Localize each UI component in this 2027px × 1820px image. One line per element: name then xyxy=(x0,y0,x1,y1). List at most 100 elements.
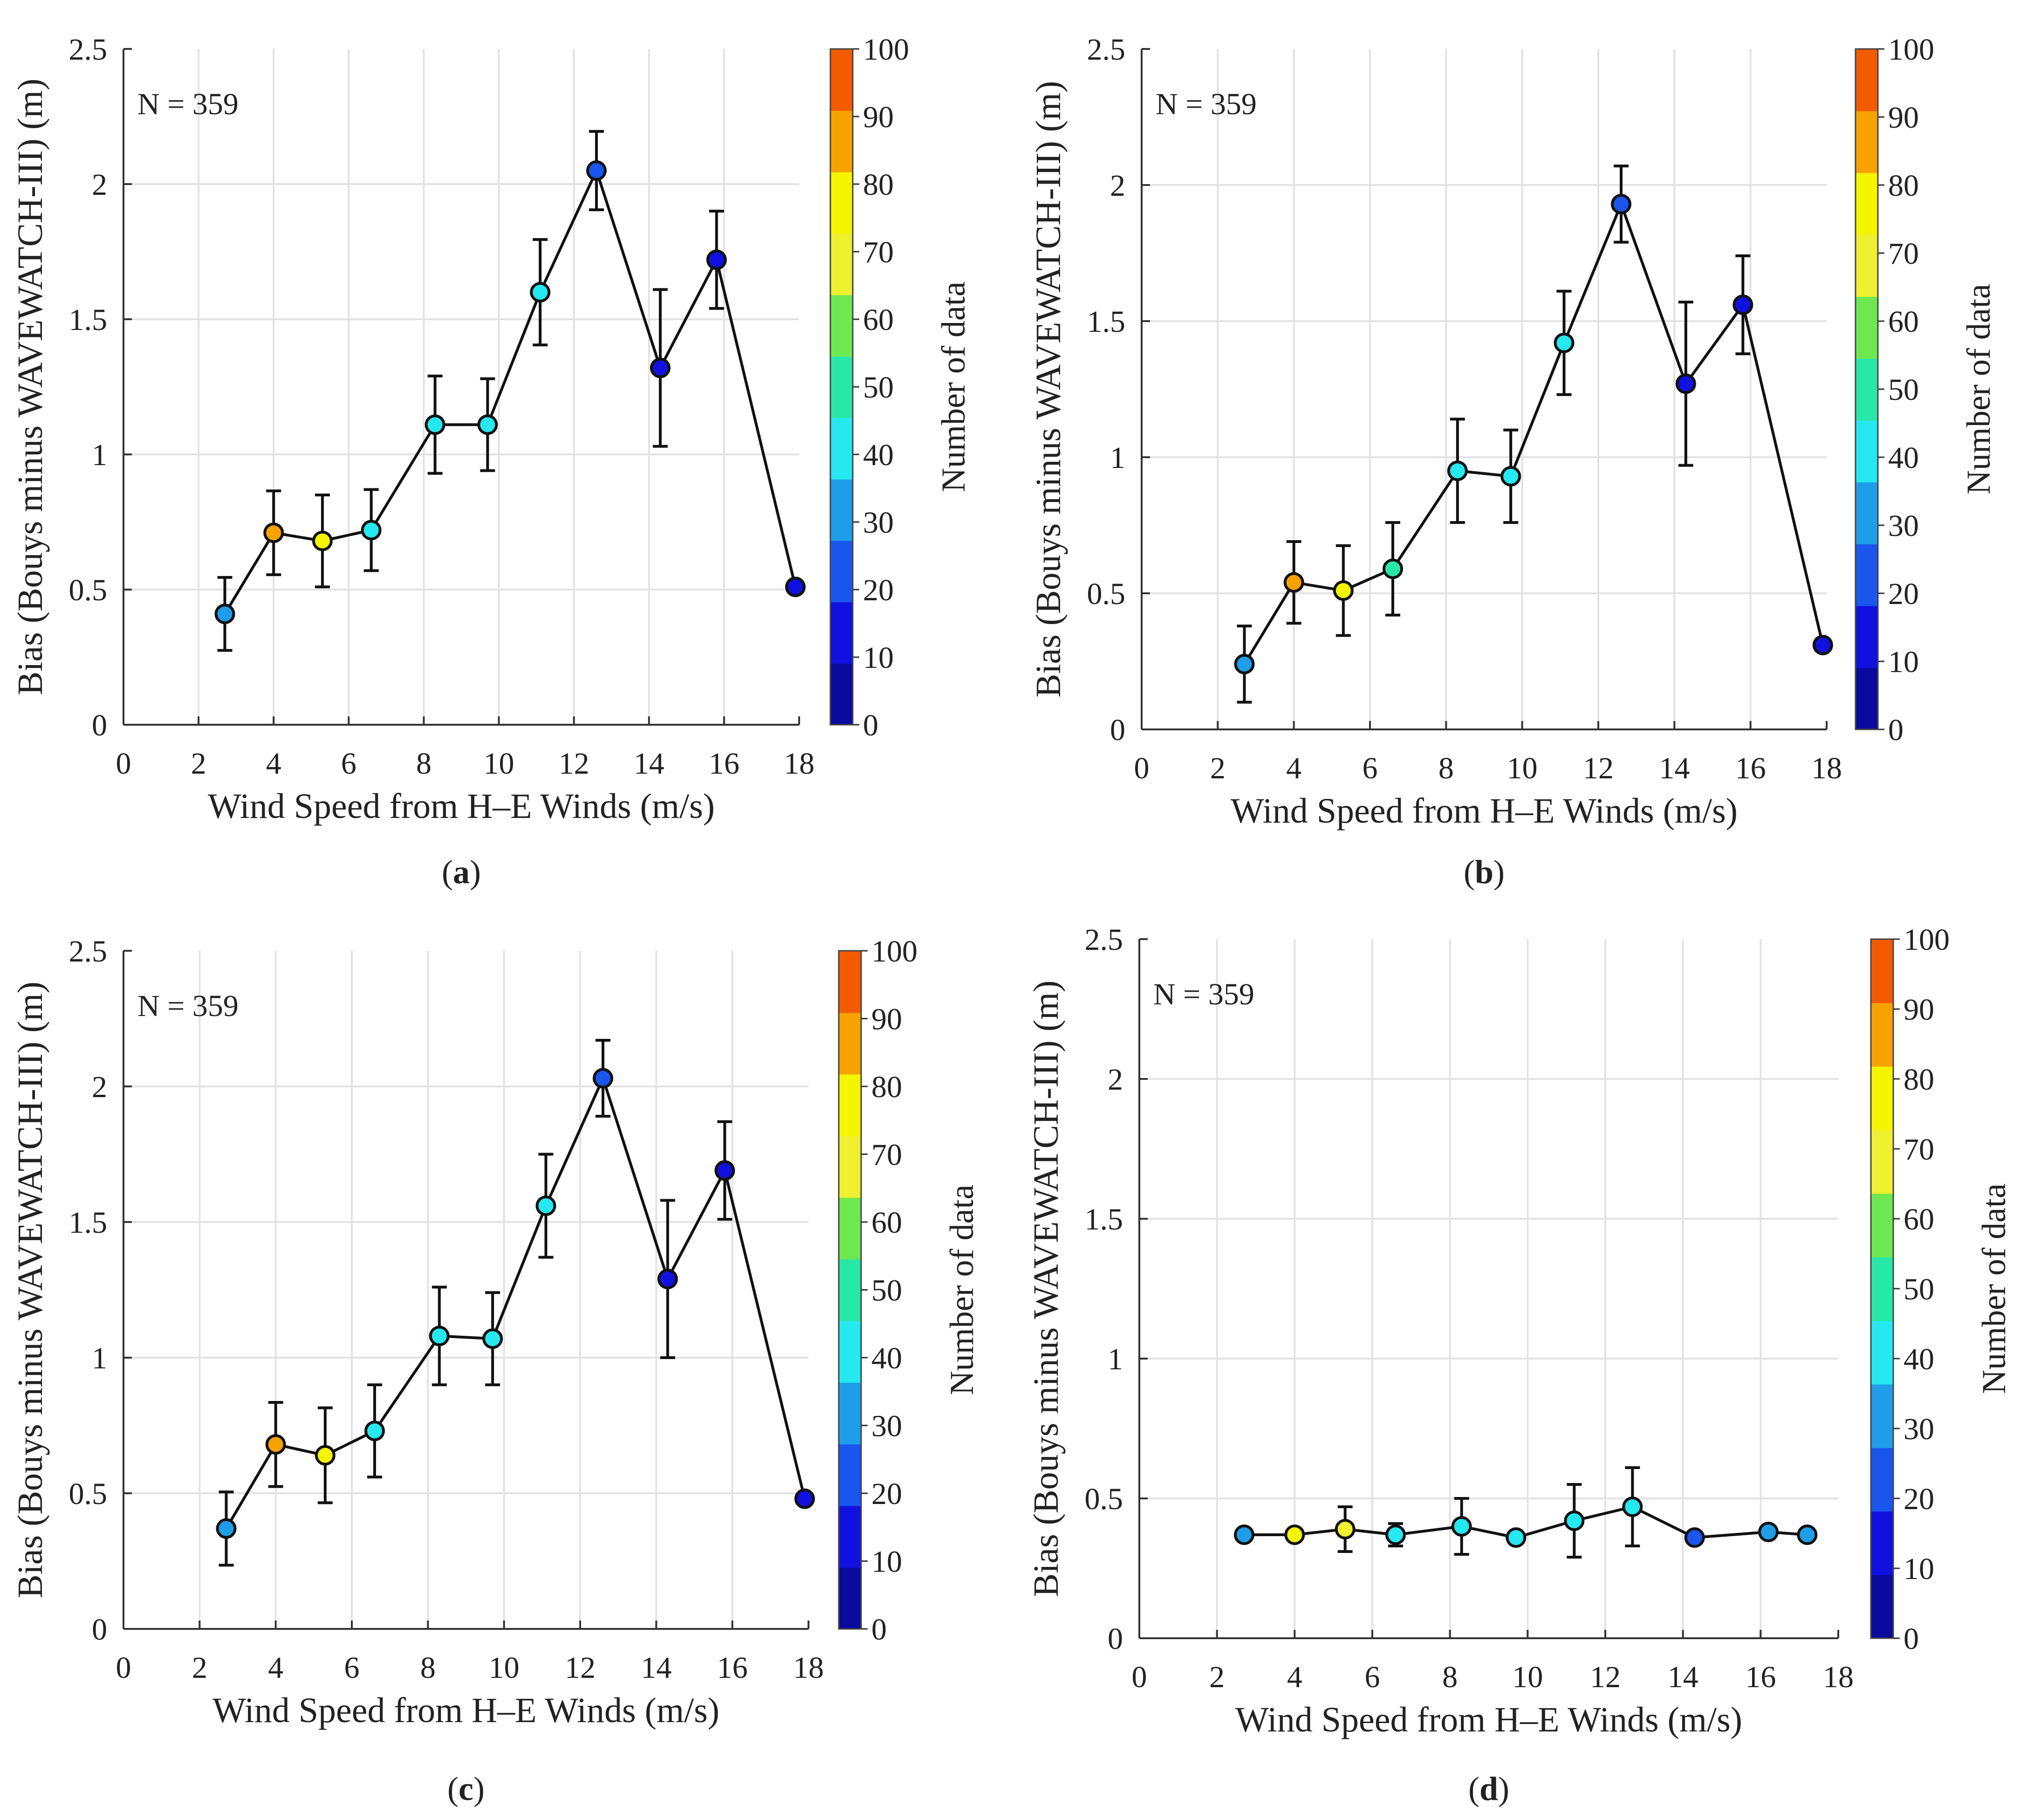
x-tick-label: 14 xyxy=(1668,1660,1698,1694)
data-point xyxy=(429,1326,450,1346)
colorbar-tick-label: 80 xyxy=(1904,1063,1934,1097)
colorbar-segment xyxy=(1856,667,1878,730)
colorbar-tick-label: 40 xyxy=(1888,441,1919,475)
y-tick-label: 1.5 xyxy=(69,303,108,337)
y-tick-label: 0 xyxy=(1110,713,1125,747)
x-tick-label: 6 xyxy=(1365,1660,1380,1694)
data-point xyxy=(1500,466,1521,487)
colorbar-tick-label: 10 xyxy=(863,641,894,675)
colorbar-segment xyxy=(1856,543,1878,606)
colorbar-tick-label: 70 xyxy=(1888,237,1919,271)
data-point xyxy=(1554,332,1575,353)
x-tick-label: 2 xyxy=(191,747,206,781)
x-tick-label: 8 xyxy=(416,747,431,781)
colorbar-tick-label: 90 xyxy=(1888,101,1919,135)
data-point xyxy=(312,530,333,551)
data-point xyxy=(1611,193,1631,214)
y-tick-label: 0 xyxy=(92,1613,107,1647)
sample-size-annotation: N = 359 xyxy=(1156,87,1257,121)
data-point xyxy=(1383,558,1403,579)
y-tick-label: 2 xyxy=(92,1070,107,1104)
colorbar-tick-label: 10 xyxy=(1904,1552,1934,1586)
y-tick-label: 1.5 xyxy=(1087,305,1126,339)
colorbar-segment xyxy=(839,1259,861,1321)
sample-size-annotation: N = 359 xyxy=(1153,977,1254,1011)
y-tick-label: 2 xyxy=(1110,169,1125,203)
y-axis-label: Bias (Bouys minus WAVEWATCH-III) (m) xyxy=(1029,81,1068,698)
y-tick-label: 0 xyxy=(1108,1622,1123,1656)
caption-close-paren: ) xyxy=(1493,853,1505,891)
y-axis-label: Bias (Bouys minus WAVEWATCH-III) (m) xyxy=(11,982,50,1598)
y-tick-label: 1 xyxy=(1108,1342,1123,1376)
data-point xyxy=(1733,294,1753,315)
colorbar-segment xyxy=(830,356,853,418)
colorbar-tick-label: 60 xyxy=(871,1206,902,1240)
x-tick-label: 12 xyxy=(1590,1660,1621,1694)
colorbar-label: Number of data xyxy=(943,1185,980,1395)
x-tick-label: 6 xyxy=(341,747,356,781)
caption-letter: b xyxy=(1475,853,1493,891)
colorbar-segment xyxy=(1856,110,1878,173)
data-point xyxy=(657,1269,678,1290)
x-tick-label: 6 xyxy=(1363,751,1378,785)
y-tick-label: 0.5 xyxy=(1087,577,1126,611)
x-tick-label: 16 xyxy=(717,1651,748,1685)
colorbar-segment xyxy=(830,479,853,541)
x-tick-label: 10 xyxy=(1507,751,1538,785)
y-tick-label: 2.5 xyxy=(1085,923,1123,957)
colorbar-tick-label: 70 xyxy=(871,1138,902,1172)
colorbar-segment xyxy=(830,663,853,725)
x-tick-label: 4 xyxy=(268,1651,283,1685)
x-tick-label: 16 xyxy=(1745,1660,1776,1694)
colorbar-segment xyxy=(830,172,853,234)
data-point xyxy=(1234,653,1255,674)
x-tick-label: 16 xyxy=(709,747,740,781)
data-point xyxy=(364,1421,385,1442)
panel-b: 0 2 4 6 8 10 12 14 16 18 0 0.5 1 1.5 2 2.5 Wind Speed fr… xyxy=(1029,33,1997,891)
y-tick-label: 1.5 xyxy=(69,1206,108,1240)
colorbar-segment xyxy=(1871,1320,1893,1385)
colorbar-segment xyxy=(830,49,853,111)
y-tick-label: 0 xyxy=(92,708,107,742)
data-point xyxy=(482,1328,503,1349)
colorbar-segment xyxy=(830,540,853,603)
x-tick-label: 18 xyxy=(1811,751,1842,785)
panel-d: 0 2 4 6 8 10 12 14 16 18 0 0.5 1 1.5 2 2.5 Wind Speed fr… xyxy=(1027,923,2013,1807)
y-tick-label: 1.5 xyxy=(1085,1202,1123,1236)
colorbar-tick-label: 30 xyxy=(863,506,894,540)
y-tick-label: 0.5 xyxy=(69,1477,108,1511)
colorbar-tick-label: 20 xyxy=(1888,577,1919,611)
colorbar-tick-label: 20 xyxy=(871,1477,902,1511)
x-tick-label: 10 xyxy=(484,747,514,781)
data-point xyxy=(1506,1527,1527,1548)
colorbar-tick-label: 90 xyxy=(871,1003,902,1037)
colorbar-tick-label: 100 xyxy=(863,33,909,67)
data-point xyxy=(361,520,382,541)
x-tick-label: 12 xyxy=(1583,751,1614,785)
colorbar-segment xyxy=(1871,1257,1893,1321)
colorbar-tick-label: 70 xyxy=(863,235,894,269)
y-tick-label: 2 xyxy=(92,168,107,202)
colorbar-segment xyxy=(830,233,853,295)
colorbar-tick-label: 40 xyxy=(1904,1342,1934,1376)
colorbar-tick-label: 30 xyxy=(871,1409,902,1443)
colorbar-tick-label: 100 xyxy=(1904,923,1950,957)
y-tick-label: 2 xyxy=(1108,1063,1123,1097)
x-tick-label: 0 xyxy=(1132,1660,1147,1694)
panel-caption: (a) xyxy=(442,853,481,891)
colorbar-segment xyxy=(839,1012,861,1075)
caption-open-paren: ( xyxy=(447,1770,459,1807)
y-tick-label: 2.5 xyxy=(69,33,108,67)
x-tick-label: 4 xyxy=(1287,1660,1302,1694)
x-axis-label: Wind Speed from H–E Winds (m/s) xyxy=(1235,1700,1742,1739)
colorbar-segment xyxy=(1856,234,1878,297)
colorbar-segment xyxy=(1856,482,1878,544)
x-tick-label: 14 xyxy=(641,1651,671,1685)
data-point xyxy=(785,577,806,598)
x-tick-label: 18 xyxy=(784,747,815,781)
data-point xyxy=(1447,460,1468,481)
panel-a: 0 2 4 6 8 10 12 14 16 18 0 0.5 1 1.5 2 2.5 Wind Speed fr… xyxy=(11,33,972,891)
data-point xyxy=(794,1488,815,1509)
x-tick-label: 10 xyxy=(489,1651,520,1685)
caption-close-paren: ) xyxy=(470,853,481,891)
